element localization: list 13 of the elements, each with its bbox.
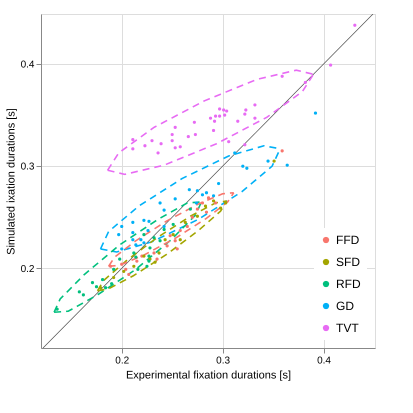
- legend-label: SFD: [336, 255, 360, 269]
- y-tick-label: 0.3: [20, 162, 35, 173]
- x-tick-label: 0.4: [317, 356, 332, 366]
- legend-label: GD: [336, 299, 354, 313]
- x-axis-title: Experimental fixation durations [s]: [126, 370, 292, 382]
- x-tick-label: 0.2: [115, 356, 130, 366]
- legend-label: TVT: [336, 321, 360, 335]
- y-tick-label: 0.4: [20, 60, 35, 71]
- legend-label: RFD: [336, 277, 361, 291]
- y-tick-label: 0.2: [20, 264, 35, 275]
- y-axis-title: Simulated ixation durations [s]: [6, 108, 18, 255]
- x-tick-label: 0.3: [216, 356, 231, 366]
- legend-label: FFD: [336, 233, 360, 247]
